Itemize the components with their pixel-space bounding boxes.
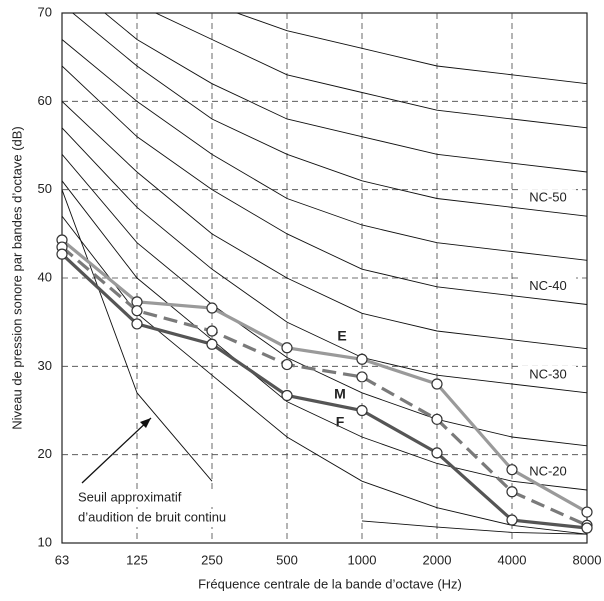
nc-label: NC-30 <box>529 366 567 381</box>
x-tick-label: 8000 <box>573 552 602 567</box>
x-tick-label: 250 <box>201 552 223 567</box>
nc-label-bg <box>520 277 576 296</box>
nc-label-bg <box>520 189 576 208</box>
y-tick-label: 70 <box>38 4 52 19</box>
marker <box>356 353 368 365</box>
y-tick-label: 40 <box>38 269 52 284</box>
x-tick-label: 63 <box>55 552 69 567</box>
marker <box>431 413 443 425</box>
nc-label-bg <box>520 365 576 384</box>
marker <box>356 371 368 383</box>
marker <box>131 305 143 317</box>
nc-curve <box>72 13 587 217</box>
marker <box>206 302 218 314</box>
arrow-head <box>140 418 151 428</box>
marker <box>506 464 518 476</box>
series-label: M <box>334 386 346 402</box>
nc-curve <box>62 65 587 305</box>
annotation-bg <box>72 489 282 507</box>
x-tick-label: 500 <box>276 552 298 567</box>
nc-curve <box>154 13 587 129</box>
x-tick-label: 125 <box>126 552 148 567</box>
x-tick-label: 4000 <box>498 552 527 567</box>
nc-label: NC-40 <box>529 278 567 293</box>
marker <box>506 514 518 526</box>
nc-curve <box>62 127 587 394</box>
annotation-bg <box>72 509 282 527</box>
nc-label: NC-50 <box>529 190 567 205</box>
annotation: d’audition de bruit continu <box>78 509 226 524</box>
marker <box>431 447 443 459</box>
nc-curve <box>235 13 587 85</box>
marker <box>581 522 593 534</box>
nc-curve <box>62 215 587 535</box>
y-tick-label: 20 <box>38 446 52 461</box>
series-line <box>60 252 588 530</box>
marker <box>56 248 68 260</box>
x-tick-label: 2000 <box>423 552 452 567</box>
series-label: F <box>336 414 345 430</box>
x-tick-label: 1000 <box>348 552 377 567</box>
series-line <box>60 245 588 527</box>
annotation: Seuil approximatif <box>78 489 182 504</box>
nc-curve <box>62 101 587 350</box>
marker <box>431 378 443 390</box>
marker <box>356 404 368 417</box>
y-axis-label: Niveau de pression sonore par bandes d’o… <box>9 126 24 430</box>
marker <box>506 486 518 498</box>
x-axis-label: Fréquence centrale de la bande d’octave … <box>198 576 462 591</box>
nc-label-bg <box>520 463 576 481</box>
marker <box>281 358 293 371</box>
nc-label: NC-20 <box>529 463 567 478</box>
nc-curve <box>62 39 587 261</box>
marker <box>281 342 293 354</box>
marker <box>206 325 218 337</box>
marker <box>581 506 593 518</box>
series-line <box>60 238 588 514</box>
y-tick-label: 60 <box>38 93 52 108</box>
marker <box>206 338 218 350</box>
nc-curve <box>104 13 587 173</box>
nc-curve <box>62 180 587 491</box>
series-label: E <box>337 328 346 344</box>
y-tick-label: 10 <box>38 534 52 549</box>
y-tick-label: 30 <box>38 358 52 373</box>
marker <box>131 318 143 330</box>
arrow <box>81 417 152 484</box>
marker <box>281 389 293 402</box>
y-tick-label: 50 <box>38 181 52 196</box>
threshold-curve <box>62 189 587 535</box>
nc-curve <box>62 154 587 447</box>
